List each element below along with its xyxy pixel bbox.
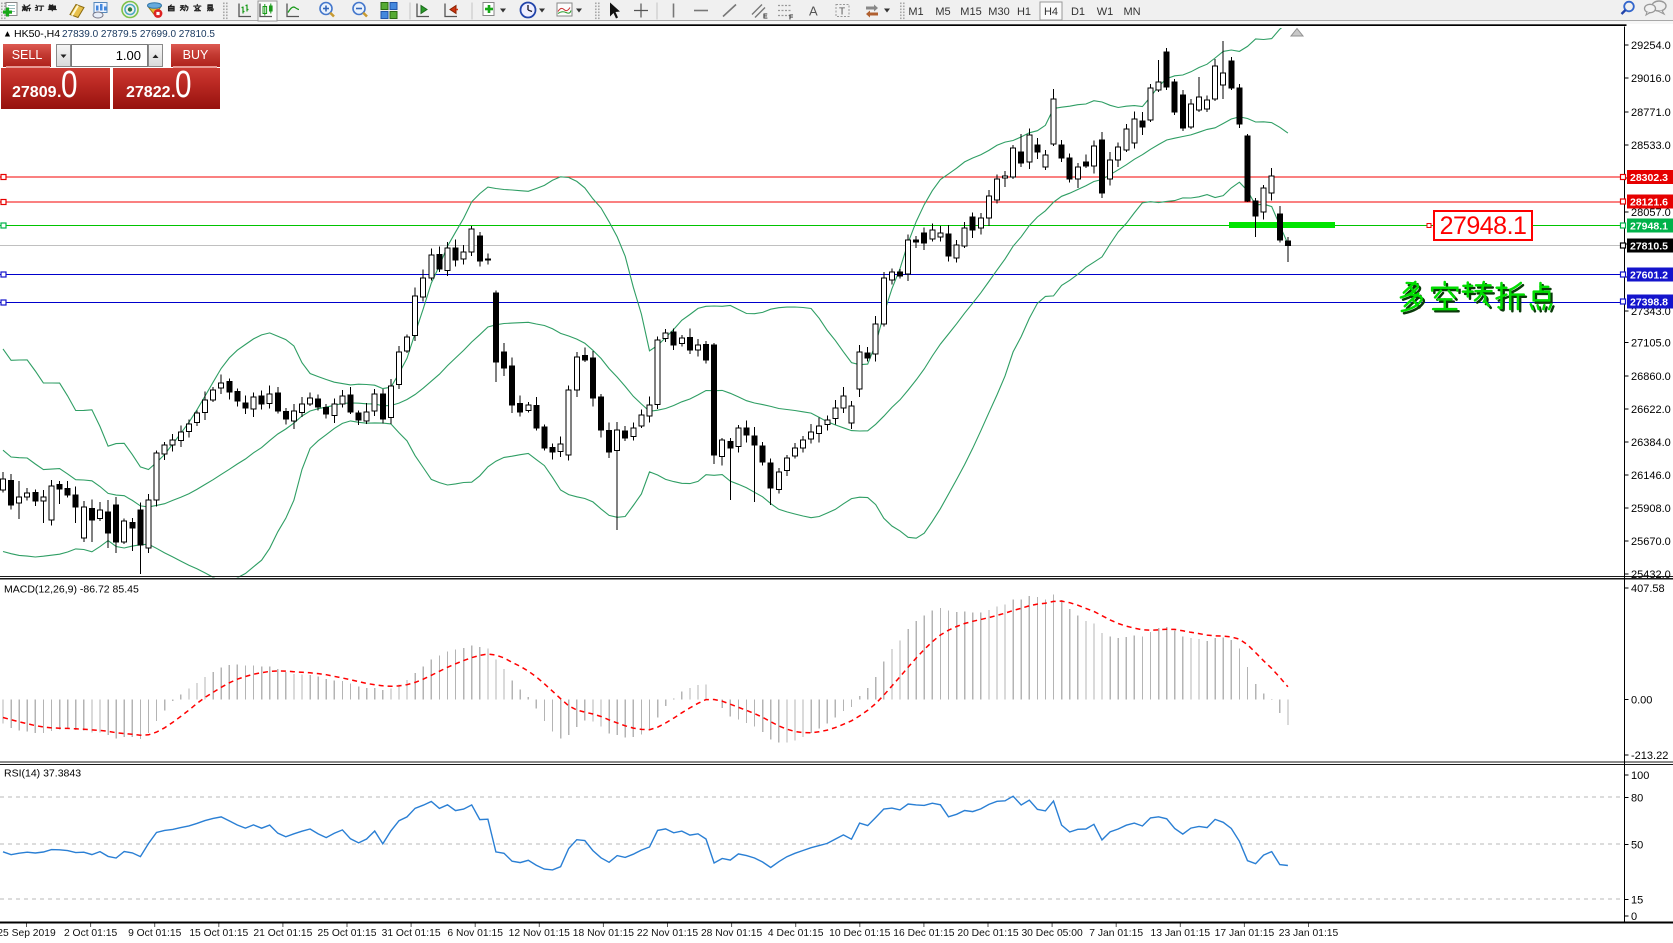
svg-text:28121.6: 28121.6 [1630, 197, 1668, 209]
svg-text:MACD(12,26,9) -86.72 85.45: MACD(12,26,9) -86.72 85.45 [4, 584, 139, 596]
svg-text:27948.1: 27948.1 [1630, 221, 1668, 233]
svg-text:E: E [763, 14, 768, 21]
svg-text:27601.2: 27601.2 [1630, 270, 1668, 282]
svg-text:2 Oct 01:15: 2 Oct 01:15 [64, 928, 118, 939]
svg-text:H1: H1 [1017, 6, 1031, 18]
svg-text:▲: ▲ [3, 29, 12, 39]
svg-text:26146.0: 26146.0 [1631, 470, 1671, 482]
svg-text:0: 0 [1631, 911, 1637, 923]
svg-text:4 Dec 01:15: 4 Dec 01:15 [768, 928, 824, 939]
svg-text:28 Nov 01:15: 28 Nov 01:15 [701, 928, 763, 939]
svg-text:15 Oct 01:15: 15 Oct 01:15 [189, 928, 248, 939]
svg-text:25 Sep 2019: 25 Sep 2019 [0, 928, 56, 939]
svg-text:18 Nov 01:15: 18 Nov 01:15 [573, 928, 635, 939]
svg-text:15: 15 [1631, 895, 1643, 907]
svg-text:M15: M15 [960, 6, 981, 18]
svg-text:MN: MN [1123, 6, 1140, 18]
svg-text:27810.5: 27810.5 [1630, 241, 1668, 253]
svg-text:25670.0: 25670.0 [1631, 536, 1671, 548]
svg-text:80: 80 [1631, 793, 1643, 805]
svg-text:26860.0: 26860.0 [1631, 371, 1671, 383]
svg-text:6 Nov 01:15: 6 Nov 01:15 [447, 928, 503, 939]
svg-text:-213.22: -213.22 [1631, 750, 1668, 762]
svg-text:28533.0: 28533.0 [1631, 140, 1671, 152]
svg-text:100: 100 [1631, 770, 1649, 782]
svg-text:27398.8: 27398.8 [1630, 297, 1668, 309]
svg-text:9 Oct 01:15: 9 Oct 01:15 [128, 928, 182, 939]
svg-text:M30: M30 [988, 6, 1009, 18]
svg-text:30 Dec 05:00: 30 Dec 05:00 [1021, 928, 1083, 939]
svg-text:HK50-,H4: HK50-,H4 [14, 28, 60, 40]
svg-text:W1: W1 [1097, 6, 1114, 18]
svg-text:20 Dec 01:15: 20 Dec 01:15 [957, 928, 1019, 939]
svg-text:12 Nov 01:15: 12 Nov 01:15 [509, 928, 571, 939]
svg-text:M5: M5 [935, 6, 950, 18]
svg-text:F: F [789, 15, 794, 22]
svg-text:29254.0: 29254.0 [1631, 40, 1671, 52]
svg-text:28302.3: 28302.3 [1630, 172, 1668, 184]
svg-text:29016.0: 29016.0 [1631, 73, 1671, 85]
svg-text:16 Dec 01:15: 16 Dec 01:15 [893, 928, 955, 939]
svg-text:H4: H4 [1044, 6, 1058, 18]
svg-text:26384.0: 26384.0 [1631, 437, 1671, 449]
svg-text:50: 50 [1631, 840, 1643, 852]
svg-text:M1: M1 [908, 6, 923, 18]
svg-text:27343.0: 27343.0 [1631, 306, 1671, 318]
svg-text:21 Oct 01:15: 21 Oct 01:15 [253, 928, 312, 939]
svg-text:0.00: 0.00 [1631, 695, 1652, 707]
svg-text:407.58: 407.58 [1631, 583, 1665, 595]
svg-text:23 Jan 01:15: 23 Jan 01:15 [1279, 928, 1339, 939]
svg-text:10 Dec 01:15: 10 Dec 01:15 [829, 928, 891, 939]
svg-text:27105.0: 27105.0 [1631, 338, 1671, 350]
svg-text:25908.0: 25908.0 [1631, 503, 1671, 515]
svg-text:25432.0: 25432.0 [1631, 569, 1671, 581]
svg-text:T: T [839, 7, 845, 18]
svg-text:A: A [809, 4, 818, 19]
svg-text:31 Oct 01:15: 31 Oct 01:15 [382, 928, 441, 939]
svg-text:7 Jan 01:15: 7 Jan 01:15 [1089, 928, 1143, 939]
svg-text:13 Jan 01:15: 13 Jan 01:15 [1151, 928, 1211, 939]
svg-text:22 Nov 01:15: 22 Nov 01:15 [637, 928, 699, 939]
svg-text:25 Oct 01:15: 25 Oct 01:15 [318, 928, 377, 939]
svg-text:RSI(14) 37.3843: RSI(14) 37.3843 [4, 768, 81, 780]
svg-text:28771.0: 28771.0 [1631, 107, 1671, 119]
svg-text:26622.0: 26622.0 [1631, 404, 1671, 416]
svg-text:17 Jan 01:15: 17 Jan 01:15 [1215, 928, 1275, 939]
svg-text:27839.0 27879.5 27699.0 27810.: 27839.0 27879.5 27699.0 27810.5 [62, 29, 215, 40]
svg-text:D1: D1 [1071, 6, 1085, 18]
svg-text:28057.0: 28057.0 [1631, 207, 1671, 219]
